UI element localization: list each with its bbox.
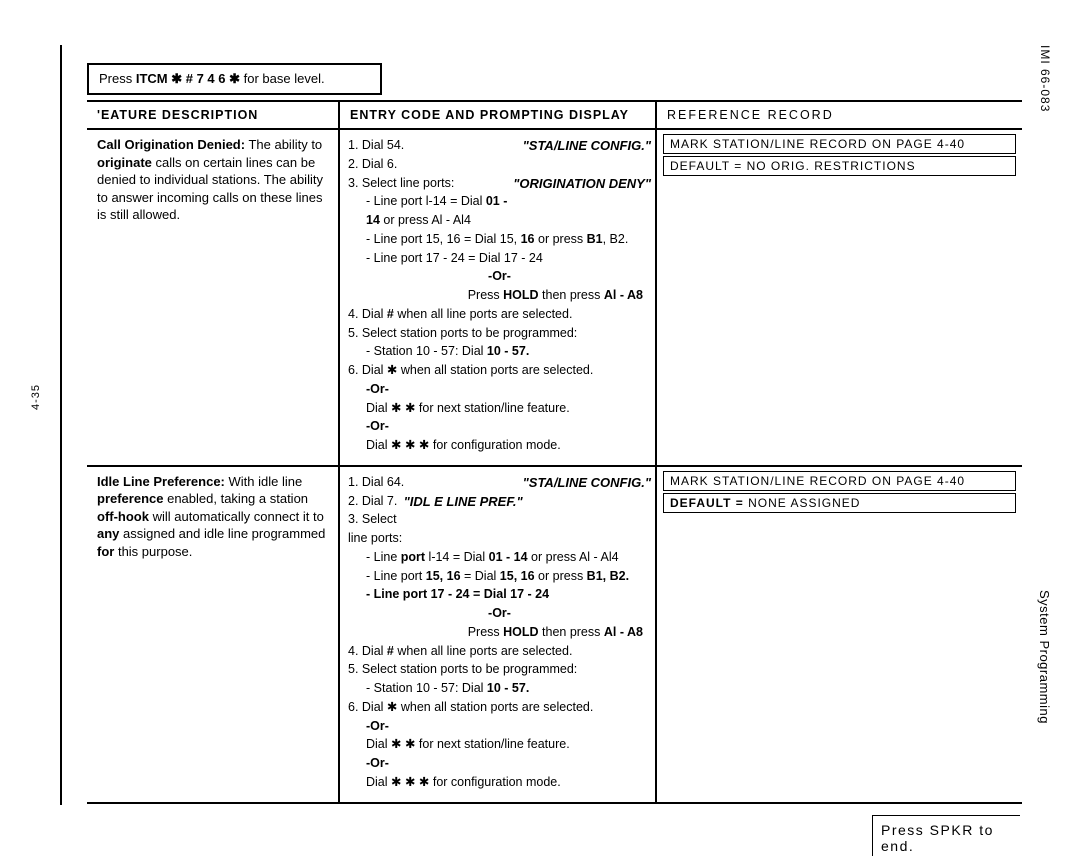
- col-header-entry: ENTRY CODE AND PROMPTING DISPLAY: [340, 102, 657, 128]
- table-row: Call Origination Denied: The ability to …: [87, 130, 1022, 467]
- prompt-display: "STA/LINE CONFIG.": [523, 136, 651, 156]
- column-header-row: 'EATURE DESCRIPTION ENTRY CODE AND PROMP…: [87, 102, 1022, 130]
- ref-box: MARK STATION/LINE RECORD ON PAGE 4-40: [663, 134, 1016, 154]
- reference-record: MARK STATION/LINE RECORD ON PAGE 4-40 DE…: [657, 130, 1022, 465]
- footer-instruction: Press SPKR to end.: [872, 815, 1020, 856]
- ref-box: DEFAULT = NONE ASSIGNED: [663, 493, 1016, 513]
- main-table: 'EATURE DESCRIPTION ENTRY CODE AND PROMP…: [87, 100, 1022, 804]
- step: 2. Dial 6.: [348, 157, 397, 171]
- header-instruction-box: Press ITCM ✱ # 7 4 6 ✱ for base level.: [87, 63, 382, 95]
- table-row: Idle Line Preference: With idle line pre…: [87, 467, 1022, 802]
- reference-record: MARK STATION/LINE RECORD ON PAGE 4-40 DE…: [657, 467, 1022, 802]
- page-number-left: 4-35: [30, 384, 42, 410]
- feature-title: Idle Line Preference:: [97, 474, 225, 489]
- step: 1. Dial 54.: [348, 138, 404, 152]
- step: 1. Dial 64.: [348, 475, 404, 489]
- prompt-display: "ORIGINATION DENY": [513, 174, 651, 194]
- step: 5. Select station ports to be programmed…: [348, 660, 651, 679]
- feature-title: Call Origination Denied:: [97, 137, 245, 152]
- col-header-feature: 'EATURE DESCRIPTION: [87, 102, 340, 128]
- doc-id-right: IMI 66-083: [1038, 45, 1052, 112]
- or-divider: -Or-: [348, 604, 651, 623]
- prompt-display: "STA/LINE CONFIG.": [523, 473, 651, 493]
- page-frame: Press ITCM ✱ # 7 4 6 ✱ for base level. '…: [60, 45, 1020, 805]
- or-divider: -Or-: [348, 267, 651, 286]
- section-title-right: System Programming: [1037, 590, 1052, 724]
- step: 2. Dial 7.: [348, 494, 397, 508]
- entry-code: 1. Dial 64. "STA/LINE CONFIG." 2. Dial 7.…: [340, 467, 657, 802]
- step: 3. Select line ports:: [348, 510, 651, 548]
- entry-code: 1. Dial 54. "STA/LINE CONFIG." 2. Dial 6.…: [340, 130, 657, 465]
- header-instruction: Press ITCM ✱ # 7 4 6 ✱ for base level.: [99, 71, 325, 86]
- ref-box: MARK STATION/LINE RECORD ON PAGE 4-40: [663, 471, 1016, 491]
- prompt-display: "IDL E LINE PREF.": [404, 492, 523, 512]
- step: 5. Select station ports to be programmed…: [348, 324, 651, 343]
- feature-description: Call Origination Denied: The ability to …: [87, 130, 340, 465]
- ref-box: DEFAULT = NO ORIG. RESTRICTIONS: [663, 156, 1016, 176]
- feature-description: Idle Line Preference: With idle line pre…: [87, 467, 340, 802]
- col-header-reference: REFERENCE RECORD: [657, 102, 1022, 128]
